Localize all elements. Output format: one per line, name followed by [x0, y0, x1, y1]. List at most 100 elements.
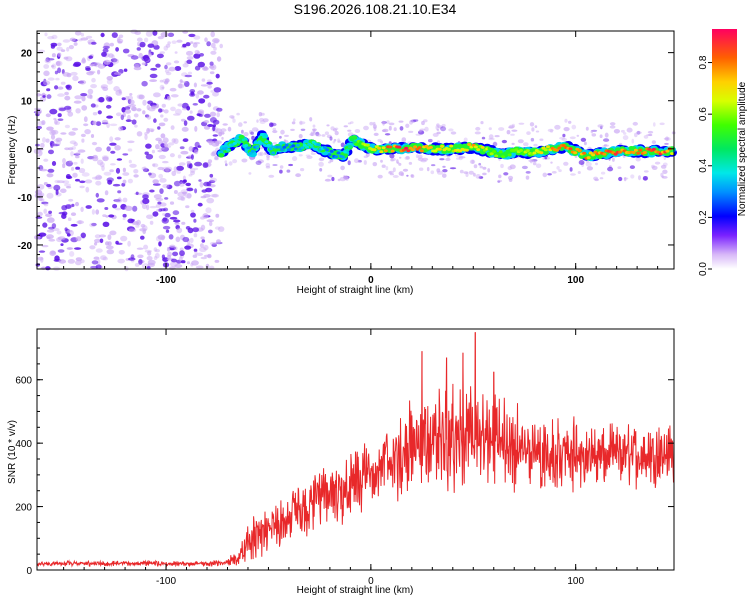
- track-cell: [492, 150, 496, 154]
- track-cell: [507, 153, 512, 157]
- noise-blob: [48, 149, 54, 155]
- noise-blob: [216, 56, 222, 62]
- noise-blob: [167, 251, 173, 257]
- noise-blob: [116, 176, 122, 180]
- halo-blob: [377, 174, 383, 179]
- noise-blob: [205, 207, 212, 214]
- halo-blob: [479, 165, 483, 169]
- halo-blob: [436, 170, 444, 175]
- noise-blob: [152, 163, 159, 168]
- noise-blob: [158, 154, 166, 160]
- noise-blob: [209, 71, 215, 75]
- noise-blob: [90, 84, 97, 89]
- halo-blob: [664, 142, 669, 145]
- snr-panel: -100 0 100 0 200 400 600 Height of straight li…: [7, 328, 675, 596]
- noise-blob: [109, 142, 117, 146]
- noise-blob: [209, 241, 218, 246]
- noise-blob: [151, 105, 159, 109]
- noise-blob: [161, 103, 166, 108]
- noise-blob: [186, 192, 192, 199]
- halo-blob: [488, 137, 495, 141]
- noise-blob: [157, 201, 162, 205]
- noise-blob: [169, 201, 175, 205]
- noise-blob: [118, 250, 125, 255]
- noise-blob: [130, 29, 138, 34]
- noise-blob: [186, 59, 193, 64]
- track-cell: [586, 156, 591, 160]
- noise-blob: [95, 146, 102, 152]
- noise-blob: [68, 45, 74, 50]
- halo-blob: [419, 128, 426, 131]
- noise-blob: [134, 124, 138, 128]
- halo-blob: [508, 124, 515, 129]
- noise-blob: [85, 67, 91, 72]
- noise-blob: [181, 221, 186, 225]
- noise-blob: [42, 222, 48, 228]
- halo-blob: [279, 165, 284, 169]
- noise-blob: [153, 194, 162, 199]
- halo-blob: [478, 162, 482, 166]
- track-cell: [372, 148, 377, 152]
- noise-blob: [200, 256, 207, 260]
- noise-blob: [176, 227, 183, 234]
- halo-blob: [475, 174, 481, 179]
- noise-blob: [83, 116, 88, 123]
- halo-blob: [419, 167, 424, 171]
- noise-blob: [153, 247, 158, 252]
- halo-blob: [312, 128, 316, 134]
- halo-blob: [599, 134, 603, 138]
- track-cell: [480, 145, 485, 149]
- halo-blob: [436, 128, 440, 131]
- halo-blob: [389, 173, 394, 176]
- halo-blob: [229, 115, 235, 119]
- track-cell: [452, 143, 459, 149]
- noise-blob: [91, 222, 97, 227]
- noise-blob: [67, 217, 72, 221]
- noise-blob: [103, 59, 111, 65]
- halo-blob: [547, 173, 552, 176]
- noise-blob: [162, 183, 170, 189]
- noise-blob: [84, 129, 91, 135]
- halo-blob: [471, 159, 475, 164]
- halo-blob: [384, 133, 391, 136]
- noise-blob: [110, 163, 116, 166]
- noise-blob: [212, 119, 220, 125]
- noise-blob: [152, 163, 156, 167]
- noise-blob: [216, 107, 223, 112]
- halo-blob: [653, 122, 656, 127]
- noise-blob: [162, 137, 169, 143]
- noise-blob: [210, 50, 217, 55]
- halo-blob: [344, 175, 349, 180]
- halo-blob: [569, 136, 576, 140]
- noise-blob: [95, 174, 102, 180]
- noise-blob: [193, 248, 198, 252]
- track-cell: [345, 148, 350, 152]
- track-cell: [633, 148, 638, 152]
- noise-blob: [197, 202, 203, 207]
- noise-blob: [49, 108, 58, 115]
- noise-blob: [51, 63, 57, 70]
- noise-blob: [133, 174, 139, 178]
- noise-blob: [53, 117, 57, 121]
- halo-blob: [280, 129, 285, 135]
- noise-blob: [140, 235, 145, 240]
- halo-blob: [232, 118, 236, 123]
- track-cell: [406, 149, 411, 153]
- halo-blob: [424, 126, 429, 132]
- noise-blob: [136, 219, 141, 226]
- noise-blob: [61, 211, 68, 216]
- noise-blob: [122, 217, 126, 221]
- halo-blob: [503, 172, 509, 176]
- noise-blob: [101, 119, 109, 124]
- noise-blob: [88, 70, 96, 74]
- noise-blob: [145, 30, 153, 37]
- noise-blob: [50, 42, 58, 47]
- halo-blob: [343, 125, 348, 128]
- halo-blob: [659, 122, 665, 126]
- track-cell: [476, 148, 481, 152]
- noise-blob: [75, 236, 82, 242]
- noise-blob: [159, 188, 164, 195]
- halo-blob: [535, 163, 542, 169]
- noise-blob: [114, 72, 122, 76]
- noise-blob: [157, 234, 166, 240]
